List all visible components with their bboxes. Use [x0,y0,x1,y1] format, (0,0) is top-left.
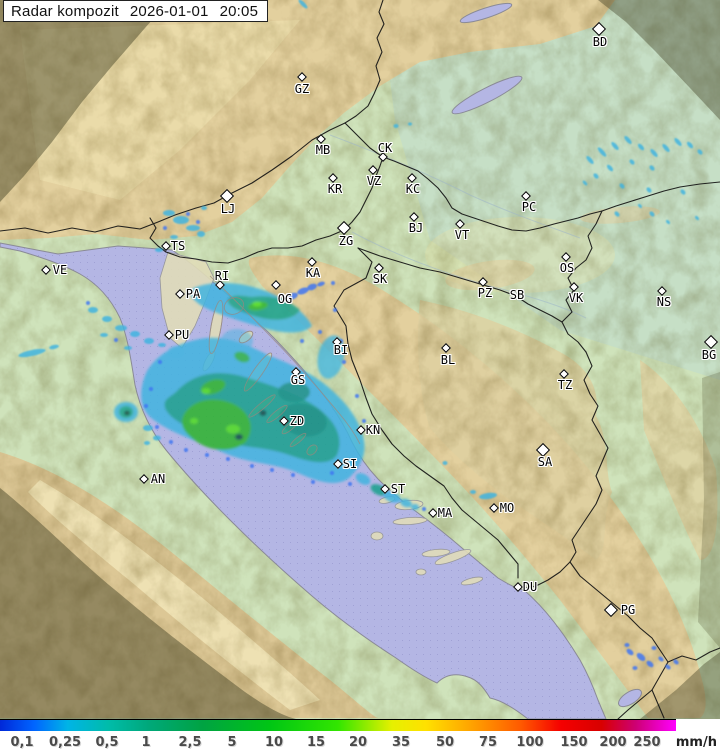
product-name: Radar kompozit [11,2,119,20]
borders-layer [0,0,720,719]
legend-tick: 0,25 [48,735,82,750]
legend-tick: 150 [560,735,588,750]
precipitation-layer [114,282,419,510]
legend-tick: 15 [306,735,326,750]
lake-balaton [451,75,523,115]
legend-tick: 1 [141,735,151,750]
legend-tick: 0,5 [95,735,119,750]
legend-tick: 100 [516,735,544,750]
title-time: 20:05 [219,2,259,20]
legend-tick: 10 [264,735,284,750]
legend-tick: 35 [391,735,411,750]
title-date: 2026-01-01 [129,2,209,20]
legend-tick: 50 [435,735,455,750]
title-bar: Radar kompozit 2026-01-01 20:05 [3,0,269,22]
rivers [329,134,587,319]
lake-neusiedl [459,2,513,24]
legend-gradient-bar [0,719,676,731]
island-outlines-overlay [208,275,361,456]
precipitation-specks [18,0,703,670]
legend-tick: 5 [227,735,237,750]
legend-tick: 20 [348,735,368,750]
legend-unit: mm/h [675,735,717,750]
terrain-layer [0,0,720,719]
legend-tick: 250 [633,735,661,750]
intensity-legend: 0,1 0,25 0,5 1 2,5 5 10 15 20 35 50 75 100 150 200 250 … [0,719,720,751]
legend-tick: 75 [478,735,498,750]
legend-tick: 2,5 [178,735,202,750]
legend-tick: 200 [599,735,627,750]
lake-skadar [618,688,642,708]
radar-map [0,0,720,719]
legend-tick: 0,1 [10,735,34,750]
radar-range-shadow [0,0,720,719]
